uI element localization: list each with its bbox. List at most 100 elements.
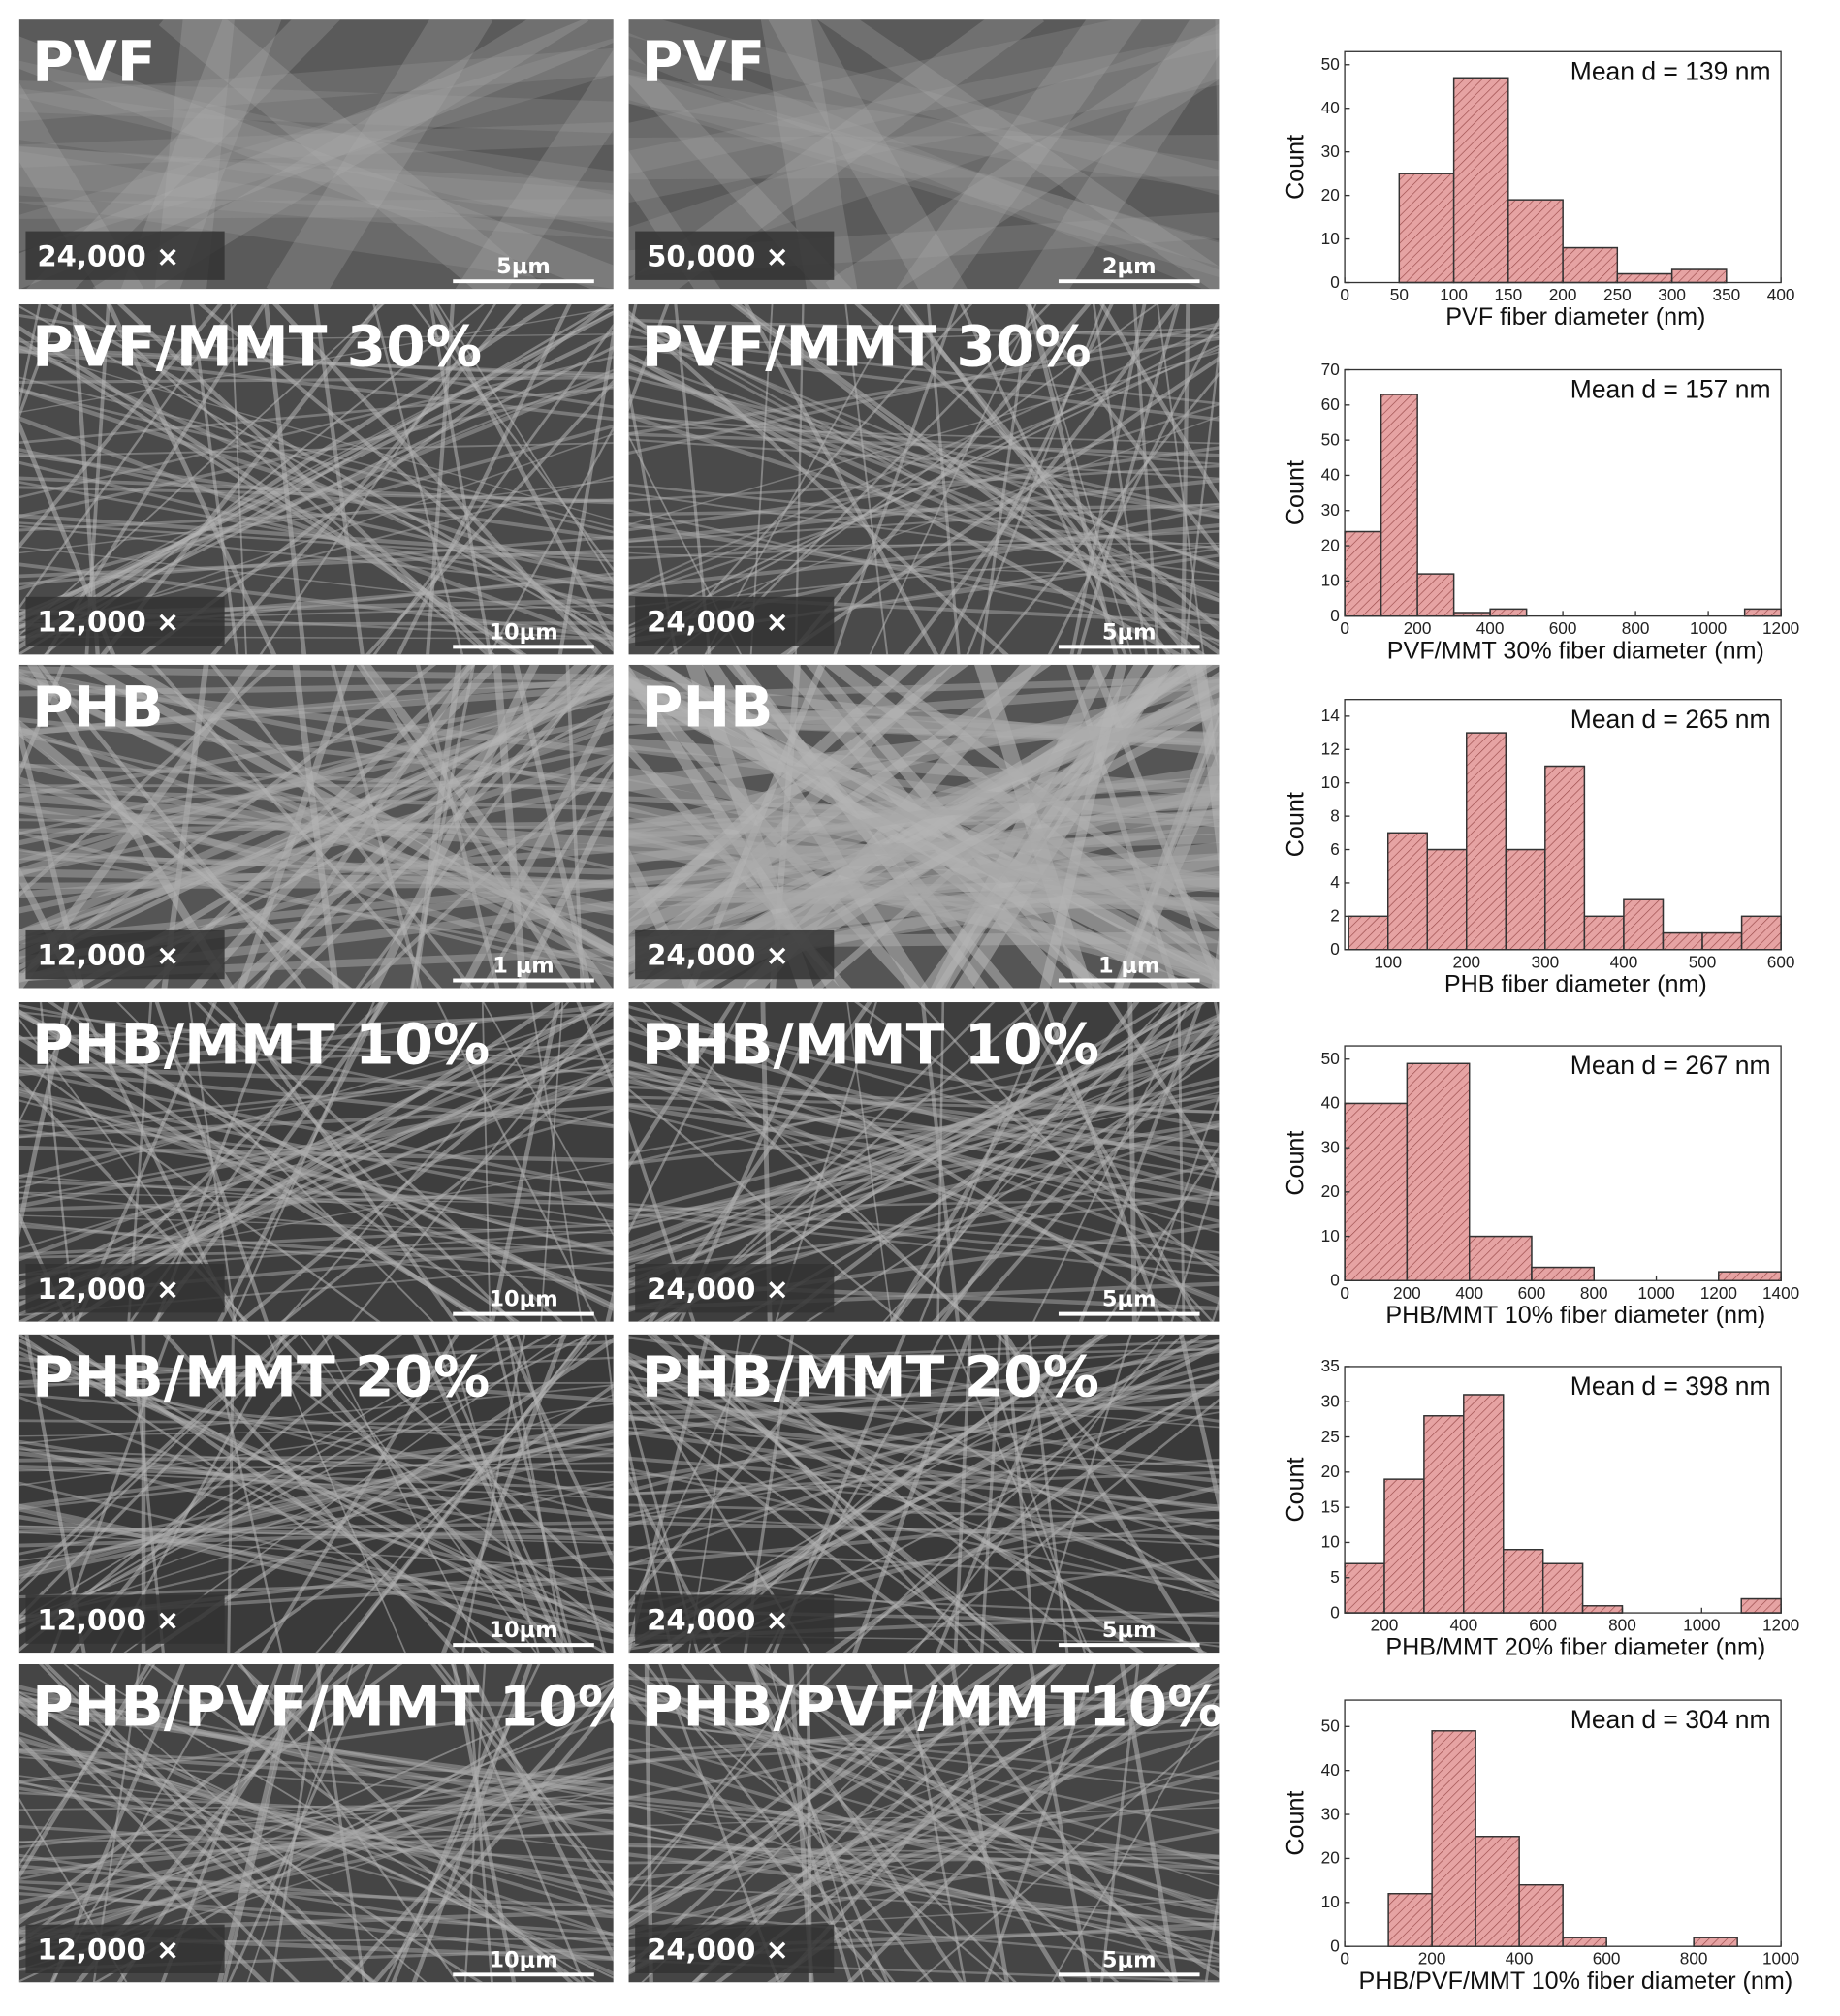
fiber: [277, 664, 614, 989]
fiber: [18, 677, 614, 757]
magnification-box: [25, 1924, 225, 1973]
fiber: [1017, 19, 1220, 290]
plot-frame: [1344, 1366, 1782, 1614]
plot-frame: [1344, 1699, 1782, 1947]
fiber: [628, 1692, 1220, 1911]
x-tick-label: 400: [1455, 1283, 1483, 1303]
panel-title: PHB/PVF/MMT10%: [642, 1674, 1224, 1740]
y-tick-label: 10: [1321, 229, 1340, 248]
y-tick-label: 60: [1321, 394, 1340, 414]
fiber: [628, 1458, 1220, 1496]
fiber: [18, 1776, 614, 1849]
fiber: [0, 990, 7, 1335]
fiber: [492, 1334, 575, 1654]
sem-image: PVF/MMT 30% 24,000 × 5μm: [628, 304, 1220, 655]
bar-hatch: [1416, 573, 1455, 617]
fiber: [628, 1802, 1220, 1961]
fiber: [18, 1853, 614, 1946]
fiber: [628, 744, 1220, 828]
fiber: [18, 1002, 80, 1124]
fiber: [18, 452, 614, 541]
y-tick-label: 20: [1321, 1462, 1340, 1481]
y-axis-label: Count: [1283, 792, 1310, 857]
histogram-chart: 0 10 20 30 40 50 60 70 0 200 400 600 800 1000 1200PVF/…: [1283, 360, 1799, 665]
bar-hatch: [1740, 915, 1782, 951]
fiber: [18, 151, 614, 290]
fiber: [239, 1664, 460, 1983]
fiber: [852, 1334, 971, 1654]
fiber: [628, 1566, 1220, 1648]
fiber: [939, 304, 1114, 655]
bar-hatch: [1423, 1415, 1465, 1614]
fiber: [18, 1087, 614, 1200]
x-tick-label: 800: [1680, 1949, 1708, 1969]
fiber: [628, 1727, 1220, 1764]
fiber: [628, 1385, 1220, 1627]
x-tick-label: 100: [1440, 285, 1468, 304]
fiber: [38, 1664, 355, 1983]
fiber: [628, 1207, 1220, 1267]
fiber: [18, 1036, 614, 1061]
x-tick-label: 600: [1593, 1949, 1621, 1969]
fiber: [628, 1801, 1220, 1870]
fiber: [628, 1696, 1220, 1712]
fiber: [628, 1362, 1220, 1528]
fiber: [18, 1527, 614, 1548]
fiber: [18, 776, 614, 975]
bar-hatch: [1503, 1549, 1544, 1614]
fiber: [18, 677, 614, 938]
fiber: [825, 23, 1220, 290]
fiber: [1030, 304, 1132, 655]
fiber: [628, 1026, 1220, 1197]
bar-hatch: [1507, 199, 1564, 284]
scale-bar-label: 10μm: [489, 1947, 557, 1972]
y-tick-label: 8: [1330, 805, 1340, 825]
fiber: [628, 492, 1220, 576]
fiber: [18, 1806, 614, 1933]
fiber: [628, 364, 1220, 598]
fiber: [18, 479, 614, 554]
scale-bar-label: 10μm: [489, 1287, 557, 1312]
fiber: [628, 1013, 1220, 1290]
fiber: [18, 348, 614, 521]
magnification: 12,000 ×: [37, 1933, 179, 1966]
bar-hatch: [1466, 732, 1507, 951]
fiber: [989, 371, 1220, 655]
magnification-box: [635, 231, 835, 280]
fiber: [18, 1664, 365, 1926]
y-tick-label: 20: [1321, 185, 1340, 205]
fiber: [18, 1339, 614, 1384]
fiber: [18, 666, 614, 681]
x-tick-label: 300: [1532, 952, 1560, 971]
fiber: [817, 19, 1220, 290]
fiber: [628, 542, 1220, 548]
sem-image: PVF 24,000 × 5μm: [18, 19, 614, 290]
x-tick-label: 600: [1549, 618, 1577, 638]
fiber: [18, 1833, 614, 1843]
fiber: [628, 304, 670, 412]
x-tick-label: 0: [1340, 1283, 1349, 1303]
x-tick-label: 100: [1374, 952, 1402, 971]
fiber: [44, 1664, 375, 1983]
fiber: [628, 1676, 1220, 1907]
sem-image: PHB/MMT 10% 12,000 × 10μm: [0, 990, 614, 1335]
fiber: [1099, 304, 1220, 503]
scale-bar-label: 5μm: [1102, 619, 1157, 645]
fiber: [628, 1074, 1220, 1179]
bar-hatch: [1718, 1271, 1782, 1281]
y-tick-label: 10: [1321, 1892, 1340, 1911]
scale-bar-label: 1 μm: [1098, 954, 1160, 979]
fiber: [628, 1079, 1220, 1198]
x-tick-label: 1000: [1683, 1616, 1720, 1635]
y-tick-label: 35: [1321, 1356, 1340, 1375]
x-tick-label: 250: [1603, 285, 1632, 304]
scale-bar-label: 1 μm: [492, 954, 555, 979]
fiber: [628, 1845, 1220, 1857]
y-tick-label: 2: [1330, 906, 1340, 926]
fiber: [18, 304, 63, 420]
fiber: [927, 304, 961, 655]
fiber: [628, 502, 1220, 543]
fiber: [18, 546, 614, 616]
fiber: [628, 1414, 1220, 1484]
fiber: [18, 1717, 614, 1931]
